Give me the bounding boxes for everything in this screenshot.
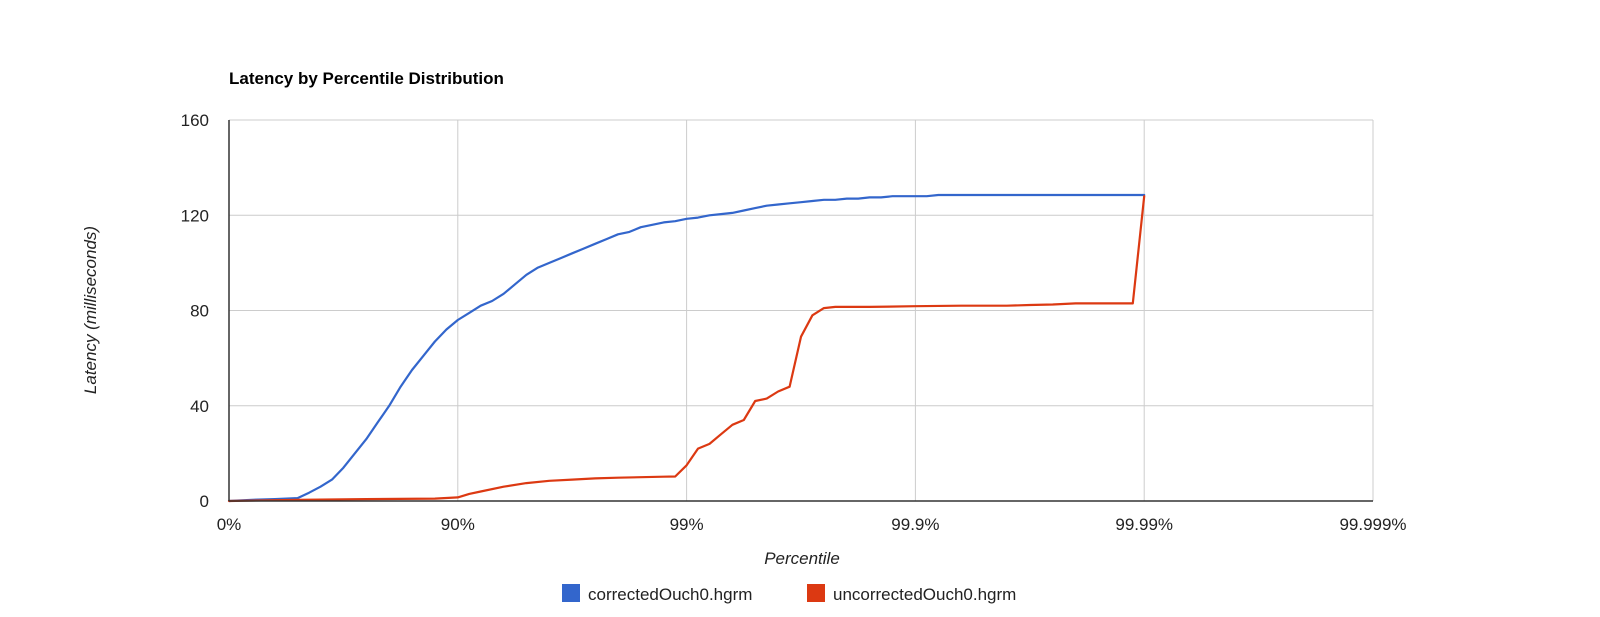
y-axis-ticks: 0 40 80 120 160 bbox=[181, 111, 209, 511]
y-tick-label: 120 bbox=[181, 206, 209, 225]
x-axis-ticks: 0% 90% 99% 99.9% 99.99% 99.999% bbox=[217, 515, 1407, 534]
chart-series-lines bbox=[227, 193, 1146, 503]
legend-item-uncorrected[interactable]: uncorrectedOuch0.hgrm bbox=[807, 584, 1016, 604]
series-line-1 bbox=[227, 195, 1146, 503]
legend-label-corrected: correctedOuch0.hgrm bbox=[588, 585, 752, 604]
chart-legend: correctedOuch0.hgrm uncorrectedOuch0.hgr… bbox=[562, 584, 1016, 604]
y-tick-label: 160 bbox=[181, 111, 209, 130]
x-tick-label: 0% bbox=[217, 515, 242, 534]
y-tick-label: 40 bbox=[190, 397, 209, 416]
x-tick-label: 99.9% bbox=[891, 515, 939, 534]
y-tick-label: 0 bbox=[200, 492, 209, 511]
legend-swatch-corrected bbox=[562, 584, 580, 602]
x-tick-label: 99% bbox=[670, 515, 704, 534]
x-tick-label: 99.99% bbox=[1115, 515, 1173, 534]
chart-title: Latency by Percentile Distribution bbox=[229, 69, 504, 88]
x-tick-label: 90% bbox=[441, 515, 475, 534]
chart-grid bbox=[229, 119, 1374, 501]
y-axis-title: Latency (milliseconds) bbox=[81, 226, 100, 394]
x-tick-label: 99.999% bbox=[1339, 515, 1406, 534]
legend-label-uncorrected: uncorrectedOuch0.hgrm bbox=[833, 585, 1016, 604]
series-line-0 bbox=[227, 193, 1146, 503]
legend-swatch-uncorrected bbox=[807, 584, 825, 602]
y-tick-label: 80 bbox=[190, 302, 209, 321]
x-axis-title: Percentile bbox=[764, 549, 840, 568]
legend-item-corrected[interactable]: correctedOuch0.hgrm bbox=[562, 584, 752, 604]
